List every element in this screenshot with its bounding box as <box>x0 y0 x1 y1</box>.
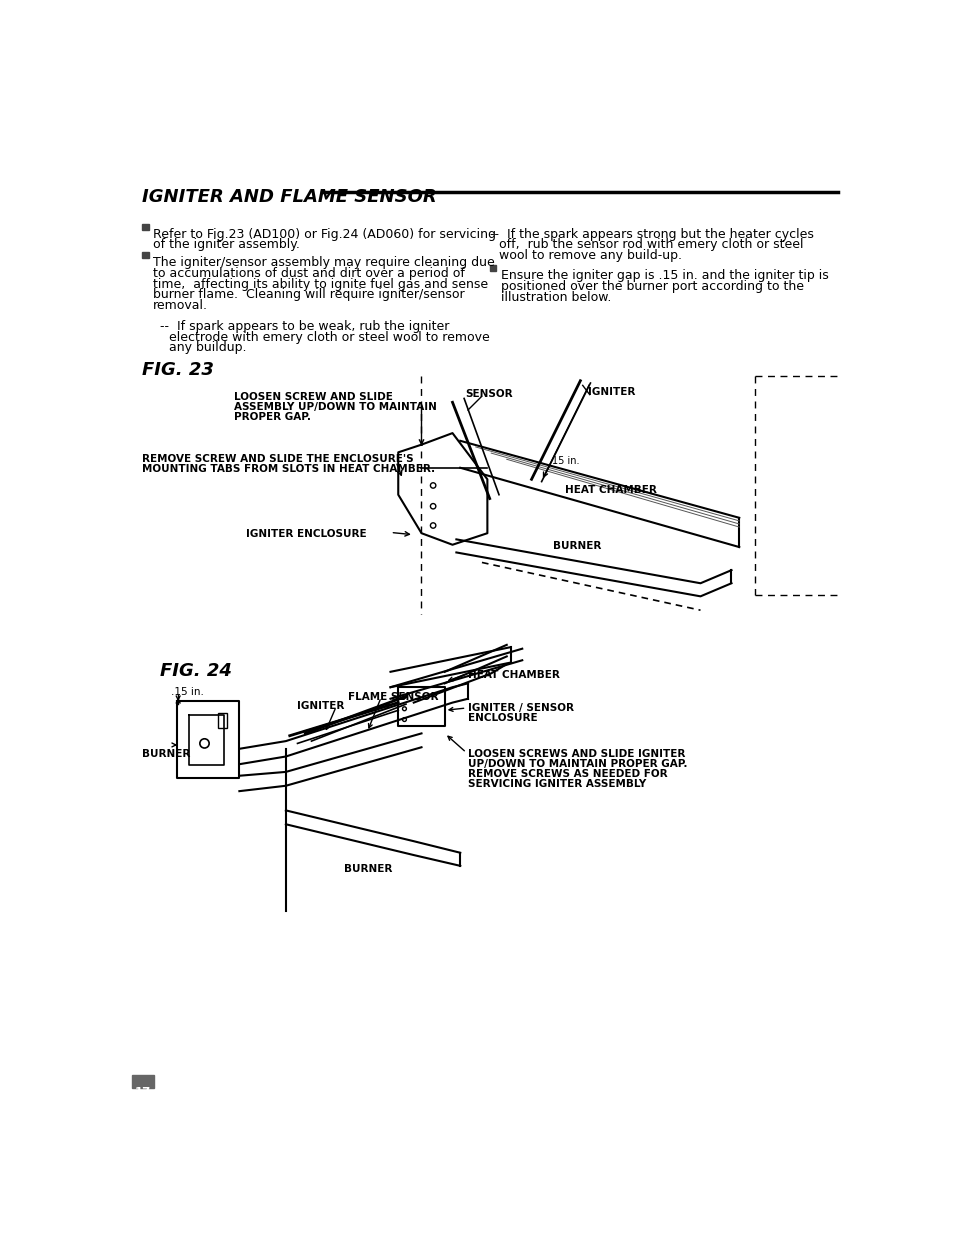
Text: LOOSEN SCREW AND SLIDE: LOOSEN SCREW AND SLIDE <box>233 393 393 403</box>
Text: --  If the spark appears strong but the heater cycles: -- If the spark appears strong but the h… <box>489 227 813 241</box>
Text: BURNER: BURNER <box>142 748 191 758</box>
Text: .15 in.: .15 in. <box>549 456 579 466</box>
Text: electrode with emery cloth or steel wool to remove: electrode with emery cloth or steel wool… <box>169 331 489 343</box>
Text: IGNITER AND FLAME SENSOR: IGNITER AND FLAME SENSOR <box>142 188 436 206</box>
Text: ASSEMBLY UP/DOWN TO MAINTAIN: ASSEMBLY UP/DOWN TO MAINTAIN <box>233 403 436 412</box>
Text: SERVICING IGNITER ASSEMBLY: SERVICING IGNITER ASSEMBLY <box>468 779 645 789</box>
Text: IGNITER: IGNITER <box>297 701 345 711</box>
Text: to accumulations of dust and dirt over a period of: to accumulations of dust and dirt over a… <box>153 267 465 280</box>
Text: IGNITER ENCLOSURE: IGNITER ENCLOSURE <box>245 529 366 538</box>
Text: IGNITER: IGNITER <box>587 387 635 396</box>
Text: HEAT CHAMBER: HEAT CHAMBER <box>564 484 656 495</box>
Text: IGNITER / SENSOR: IGNITER / SENSOR <box>468 703 574 713</box>
Text: wool to remove any build-up.: wool to remove any build-up. <box>498 249 681 262</box>
Text: FIG. 23: FIG. 23 <box>142 362 214 379</box>
Text: REMOVE SCREWS AS NEEDED FOR: REMOVE SCREWS AS NEEDED FOR <box>468 769 667 779</box>
Text: illustration below.: illustration below. <box>500 290 610 304</box>
Text: removal.: removal. <box>153 299 208 312</box>
Text: LOOSEN SCREWS AND SLIDE IGNITER: LOOSEN SCREWS AND SLIDE IGNITER <box>468 748 684 758</box>
Text: The igniter/sensor assembly may require cleaning due: The igniter/sensor assembly may require … <box>153 256 495 269</box>
Text: Ensure the igniter gap is .15 in. and the igniter tip is: Ensure the igniter gap is .15 in. and th… <box>500 269 827 282</box>
Text: MOUNTING TABS FROM SLOTS IN HEAT CHAMBER.: MOUNTING TABS FROM SLOTS IN HEAT CHAMBER… <box>142 464 436 474</box>
Text: BURNER: BURNER <box>344 864 392 874</box>
Text: of the igniter assembly.: of the igniter assembly. <box>153 238 300 251</box>
Text: --  If spark appears to be weak, rub the igniter: -- If spark appears to be weak, rub the … <box>159 320 449 333</box>
Text: positioned over the burner port according to the: positioned over the burner port accordin… <box>500 280 802 293</box>
Text: FLAME SENSOR: FLAME SENSOR <box>348 692 438 701</box>
Text: any buildup.: any buildup. <box>169 341 246 354</box>
Text: SENSOR: SENSOR <box>465 389 513 399</box>
Text: HEAT CHAMBER: HEAT CHAMBER <box>468 671 559 680</box>
Text: ENCLOSURE: ENCLOSURE <box>468 713 537 722</box>
Bar <box>142 252 149 258</box>
Text: time,  affecting its ability to ignite fuel gas and sense: time, affecting its ability to ignite fu… <box>153 278 488 290</box>
Bar <box>489 266 496 272</box>
Bar <box>142 224 149 230</box>
Text: PROPER GAP.: PROPER GAP. <box>233 412 311 422</box>
Text: FIG. 24: FIG. 24 <box>159 662 232 679</box>
Text: UP/DOWN TO MAINTAIN PROPER GAP.: UP/DOWN TO MAINTAIN PROPER GAP. <box>468 758 687 769</box>
Text: burner flame.  Cleaning will require igniter/sensor: burner flame. Cleaning will require igni… <box>153 288 464 301</box>
Text: 17: 17 <box>135 1086 152 1099</box>
Text: BURNER: BURNER <box>553 541 601 551</box>
Text: REMOVE SCREW AND SLIDE THE ENCLOSURE'S: REMOVE SCREW AND SLIDE THE ENCLOSURE'S <box>142 454 414 464</box>
Text: off,  rub the sensor rod with emery cloth or steel: off, rub the sensor rod with emery cloth… <box>498 238 802 251</box>
Text: .15 in.: .15 in. <box>171 687 204 698</box>
Text: Refer to Fig.23 (AD100) or Fig.24 (AD060) for servicing: Refer to Fig.23 (AD100) or Fig.24 (AD060… <box>153 227 496 241</box>
Bar <box>132 1074 154 1088</box>
Bar <box>217 713 227 727</box>
